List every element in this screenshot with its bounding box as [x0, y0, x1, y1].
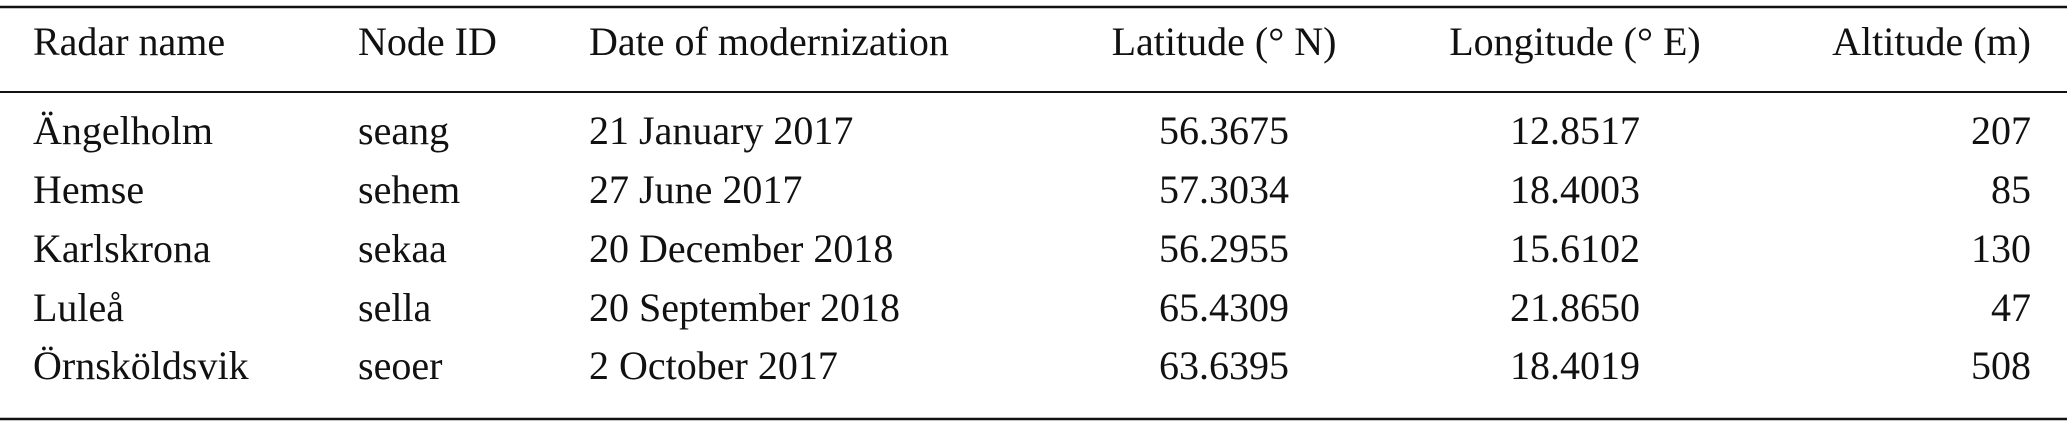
column-header: Longitude (° E) — [1449, 19, 1700, 64]
table-cell: 47 — [1991, 285, 2031, 330]
table-cell: sehem — [358, 167, 460, 212]
table-cell: 57.3034 — [1159, 167, 1289, 212]
table-cell: 85 — [1991, 167, 2031, 212]
table-cell: 130 — [1971, 226, 2031, 271]
table-cell: 207 — [1971, 108, 2031, 153]
table-cell: Karlskrona — [33, 226, 211, 271]
table-cell: Ängelholm — [33, 108, 213, 153]
column-header: Date of modernization — [589, 19, 949, 64]
table-cell: 27 June 2017 — [589, 167, 802, 212]
table-cell: 21.8650 — [1510, 285, 1640, 330]
column-header: Latitude (° N) — [1112, 19, 1337, 64]
table-cell: Örnsköldsvik — [33, 343, 249, 388]
table-cell: Luleå — [33, 285, 124, 330]
table-cell: seoer — [358, 343, 442, 388]
table-cell: 508 — [1971, 343, 2031, 388]
table-cell: 2 October 2017 — [589, 343, 838, 388]
table-cell: 21 January 2017 — [589, 108, 853, 153]
column-header: Node ID — [358, 19, 497, 64]
table-cell: 63.6395 — [1159, 343, 1289, 388]
table-cell: 65.4309 — [1159, 285, 1289, 330]
table-cell: sella — [358, 285, 432, 330]
table-cell: 20 December 2018 — [589, 226, 893, 271]
table-cell: 18.4003 — [1510, 167, 1640, 212]
table-cell: 12.8517 — [1510, 108, 1640, 153]
table-cell: Hemse — [33, 167, 144, 212]
column-header: Radar name — [33, 19, 225, 64]
column-header: Altitude (m) — [1832, 19, 2031, 64]
table-cell: sekaa — [358, 226, 447, 271]
table-cell: seang — [358, 108, 449, 153]
table-cell: 15.6102 — [1510, 226, 1640, 271]
table-cell: 56.3675 — [1159, 108, 1289, 153]
table-cell: 20 September 2018 — [589, 285, 900, 330]
table-cell: 56.2955 — [1159, 226, 1289, 271]
table-cell: 18.4019 — [1510, 343, 1640, 388]
